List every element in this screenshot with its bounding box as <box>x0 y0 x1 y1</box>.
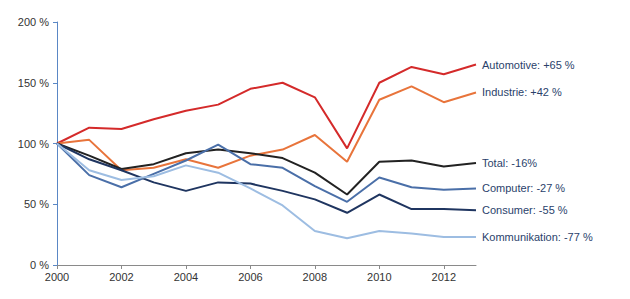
svg-text:2004: 2004 <box>174 271 198 283</box>
svg-text:2010: 2010 <box>367 271 391 283</box>
svg-text:0 %: 0 % <box>30 259 49 271</box>
svg-text:50 %: 50 % <box>24 198 49 210</box>
svg-text:2006: 2006 <box>238 271 262 283</box>
svg-text:2000: 2000 <box>45 271 69 283</box>
svg-text:150 %: 150 % <box>18 77 49 89</box>
svg-text:Computer: -27 %: Computer: -27 % <box>482 182 565 194</box>
svg-text:Kommunikation: -77 %: Kommunikation: -77 % <box>482 231 593 243</box>
svg-text:200 %: 200 % <box>18 16 49 28</box>
svg-text:2008: 2008 <box>303 271 327 283</box>
svg-text:Automotive: +65 %: Automotive: +65 % <box>482 59 575 71</box>
svg-text:Consumer: -55 %: Consumer: -55 % <box>482 204 568 216</box>
svg-text:100 %: 100 % <box>18 138 49 150</box>
svg-text:2012: 2012 <box>432 271 456 283</box>
svg-text:Industrie: +42 %: Industrie: +42 % <box>482 86 562 98</box>
svg-text:Total: -16%: Total: -16% <box>482 157 537 169</box>
svg-text:2002: 2002 <box>109 271 133 283</box>
